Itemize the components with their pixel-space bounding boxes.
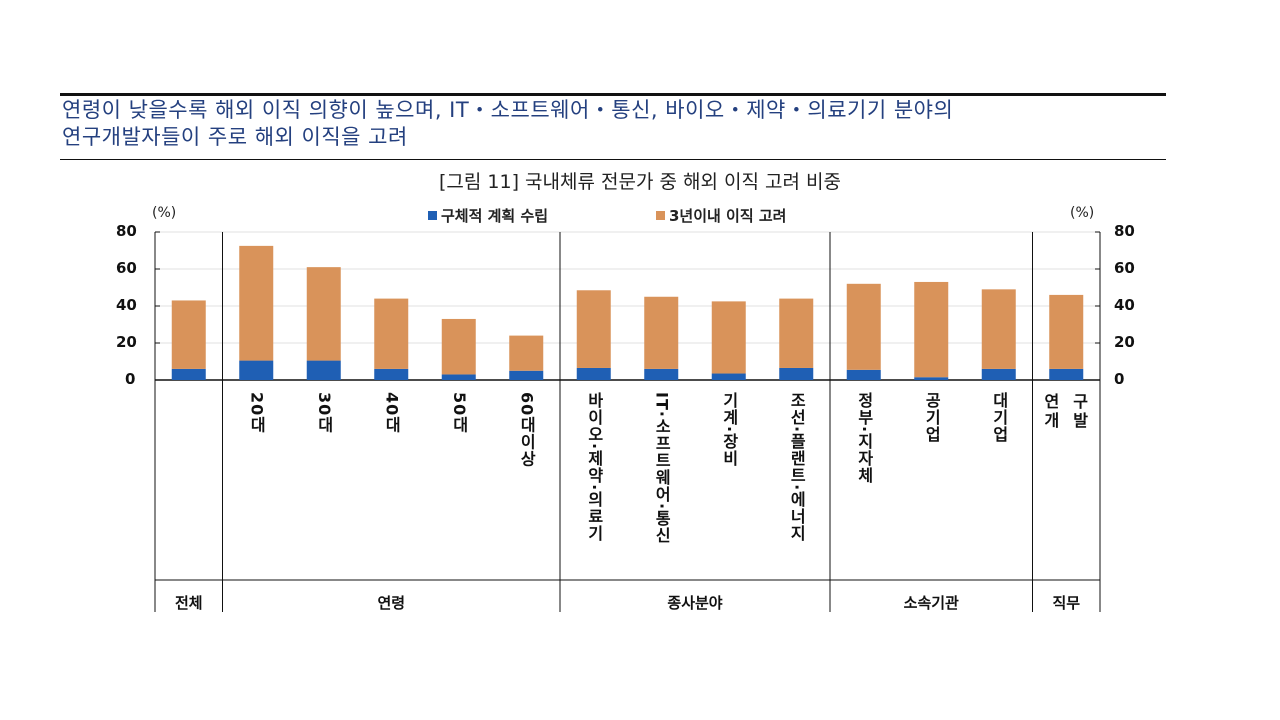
bar-segment-plan (846, 369, 881, 380)
bar-segment-consider (1049, 294, 1084, 369)
bar-segment-plan (509, 370, 544, 380)
bar-segment-plan (171, 368, 206, 380)
legend-item-consider: 3년이내 이직 고려 (656, 205, 786, 226)
group-label: 직무 (1052, 594, 1081, 612)
y-tick-label-left: 60 (116, 259, 137, 277)
chart-title: [그림 11] 국내체류 전문가 중 해외 이직 고려 비중 (439, 171, 841, 193)
bar-segment-plan (644, 368, 679, 380)
bar-segment-plan (441, 374, 476, 380)
y-unit-right: (%) (1070, 205, 1095, 221)
bar-segment-consider (644, 296, 679, 369)
bar-segment-consider (779, 298, 814, 368)
bar-segment-consider (981, 289, 1016, 369)
group-label: 소속기관 (903, 594, 959, 612)
bar-segment-consider (374, 298, 409, 369)
bar-segment-plan (576, 367, 611, 380)
bar-segment-plan (981, 368, 1016, 380)
bar-segment-consider (576, 290, 611, 368)
x-category-label: 30대 (314, 392, 334, 434)
legend-label: 구체적 계획 수립 (441, 207, 549, 225)
group-label: 종사분야 (667, 594, 723, 612)
legend-item-plan: 구체적 계획 수립 (428, 205, 548, 226)
x-category-label: IT·소프트웨어·통신 (652, 392, 672, 545)
y-tick-label-left: 0 (125, 370, 136, 388)
x-category-label: 대기업 (989, 392, 1009, 443)
x-category-label: 바이오·제약·의료기 (584, 392, 604, 543)
y-tick-label-left: 40 (116, 296, 137, 314)
bar-segment-plan (239, 360, 274, 380)
bar-segment-plan (779, 367, 814, 380)
y-unit-left: (%) (152, 205, 177, 221)
x-category-label: 50대 (449, 392, 469, 434)
x-category-label: 정부·지자체 (854, 392, 874, 485)
y-tick-label-right: 80 (1114, 222, 1135, 240)
x-category-label: 60대이상 (517, 392, 537, 468)
group-label: 연령 (377, 594, 406, 612)
bar-segment-consider (306, 267, 341, 361)
x-category-label: 20대 (247, 392, 267, 434)
bar-segment-plan (1049, 368, 1084, 380)
bar-segment-consider (441, 318, 476, 375)
y-tick-label-right: 0 (1114, 370, 1125, 388)
legend-swatch-orange (656, 211, 665, 220)
bar-segment-plan (914, 377, 949, 380)
x-category-label: 40대 (382, 392, 402, 434)
bar-segment-plan (306, 360, 341, 380)
y-tick-label-right: 40 (1114, 296, 1135, 314)
x-category-label: 공기업 (922, 392, 942, 443)
x-category-label: 기계·장비 (719, 392, 739, 468)
bar-segment-consider (914, 281, 949, 378)
x-category-label: 연구 개발 (1044, 392, 1102, 430)
bar-segment-consider (711, 301, 746, 374)
headline-rule (60, 159, 1166, 160)
y-tick-label-right: 20 (1114, 333, 1135, 351)
y-tick-label-right: 60 (1114, 259, 1135, 277)
legend-swatch-blue (428, 211, 437, 220)
y-tick-label-left: 80 (116, 222, 137, 240)
headline: 연령이 낮을수록 해외 이직 의향이 높으며, IT・소프트웨어・통신, 바이오… (62, 98, 954, 149)
legend-label: 3년이내 이직 고려 (669, 207, 787, 225)
bar-segment-consider (509, 335, 544, 371)
x-category-label: 조선·플랜트·에너지 (787, 392, 807, 543)
bar-segment-consider (239, 245, 274, 361)
y-tick-label-left: 20 (116, 333, 137, 351)
bar-segment-plan (711, 373, 746, 380)
bar-segment-consider (846, 283, 881, 370)
bar-segment-consider (171, 300, 206, 369)
top-rule (60, 93, 1166, 96)
group-label: 전체 (174, 594, 203, 612)
bar-segment-plan (374, 368, 409, 380)
